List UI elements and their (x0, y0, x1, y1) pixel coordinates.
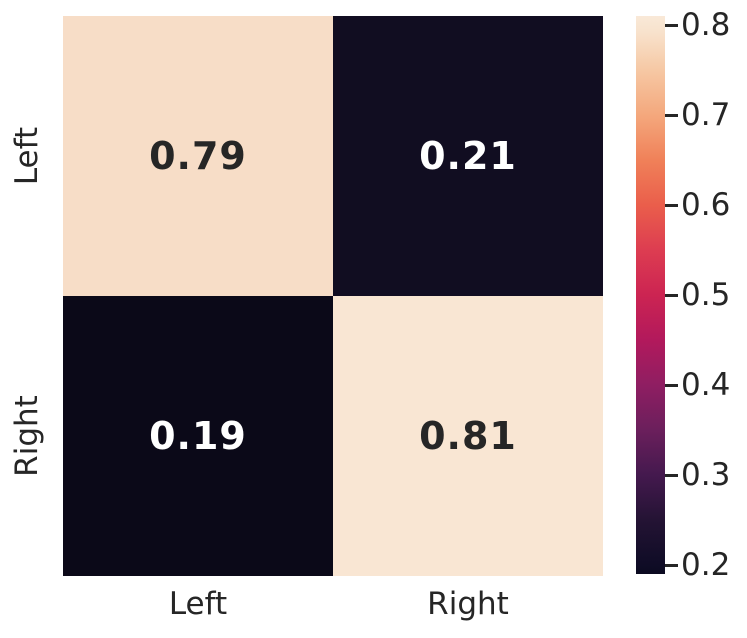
y-tick-label-left: Left (9, 126, 45, 186)
heatmap-cell-right-right: 0.81 (333, 296, 603, 576)
colorbar-tick-label: 0.2 (681, 547, 731, 583)
heatmap-cell-right-left: 0.19 (63, 296, 333, 576)
x-tick-label-left: Left (168, 586, 228, 622)
colorbar-tick-label: 0.4 (681, 367, 731, 403)
colorbar-tick-mark (665, 113, 678, 117)
heatmap-cell-left-left: 0.79 (63, 16, 333, 296)
colorbar-tick-label: 0.8 (681, 7, 731, 43)
colorbar-tick: 0.7 (665, 96, 730, 134)
heatmap: 0.79 0.21 0.19 0.81 (63, 16, 603, 576)
colorbar-tick: 0.4 (665, 366, 730, 404)
cell-value: 0.21 (419, 134, 517, 178)
x-tick-label-right: Right (427, 586, 509, 622)
colorbar-tick-mark (665, 473, 678, 477)
colorbar-tick-mark (665, 293, 678, 297)
colorbar-tick-mark (665, 203, 678, 207)
colorbar-tick: 0.8 (665, 6, 730, 44)
colorbar (636, 16, 665, 574)
colorbar-tick: 0.3 (665, 456, 730, 494)
cell-value: 0.81 (419, 414, 517, 458)
colorbar-tick: 0.2 (665, 546, 730, 584)
cell-value: 0.79 (149, 134, 247, 178)
colorbar-tick-mark (665, 563, 678, 567)
heatmap-cell-left-right: 0.21 (333, 16, 603, 296)
colorbar-tick-mark (665, 383, 678, 387)
colorbar-tick: 0.5 (665, 276, 730, 314)
y-tick-label-right: Right (9, 395, 45, 477)
colorbar-tick-label: 0.6 (681, 187, 731, 223)
colorbar-tick-mark (665, 23, 678, 27)
cell-value: 0.19 (149, 414, 247, 458)
colorbar-tick-label: 0.3 (681, 457, 731, 493)
colorbar-tick: 0.6 (665, 186, 730, 224)
colorbar-tick-label: 0.5 (681, 277, 731, 313)
colorbar-tick-label: 0.7 (681, 97, 731, 133)
